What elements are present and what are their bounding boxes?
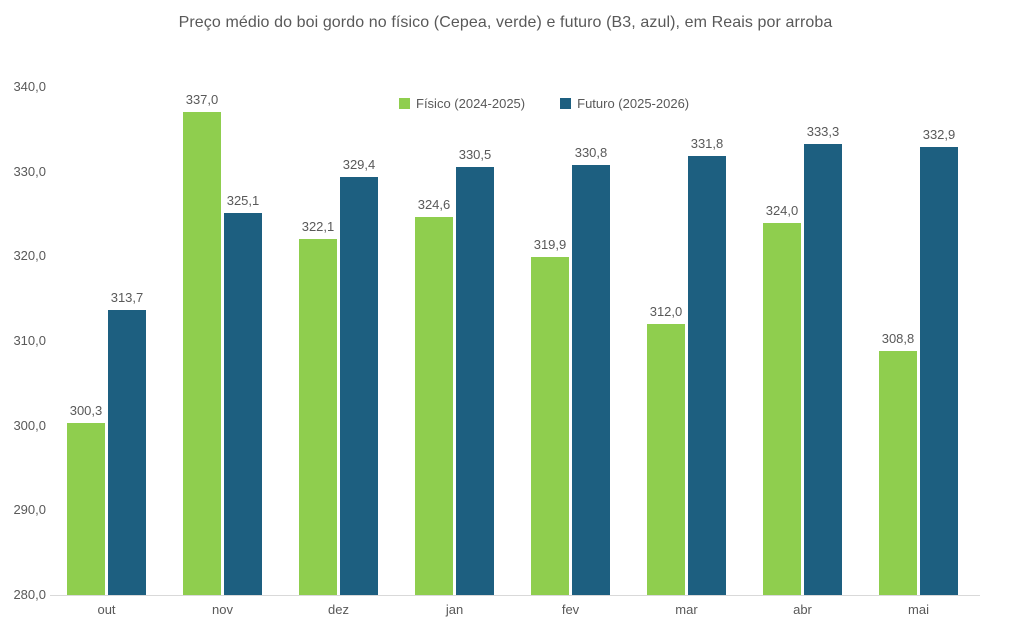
x-axis-category-label-dez: dez [328, 602, 349, 617]
legend: Físico (2024-2025) Futuro (2025-2026) [399, 96, 689, 111]
bar-value-label-fisico-mar: 312,0 [649, 304, 683, 320]
legend-item-fisico: Físico (2024-2025) [399, 96, 525, 111]
bar-value-label-futuro-nov: 325,1 [226, 193, 260, 209]
x-axis-category-label-out: out [97, 602, 116, 617]
legend-swatch-fisico-icon [399, 98, 410, 109]
x-axis-category-label-nov: nov [212, 602, 233, 617]
legend-label-fisico: Físico (2024-2025) [416, 96, 526, 111]
bar-value-label-fisico-mai: 308,8 [881, 331, 915, 347]
bar-futuro-out [108, 309, 146, 595]
x-axis-category-label-mar: mar [675, 602, 698, 617]
bar-value-label-fisico-nov: 337,0 [185, 92, 219, 108]
bar-futuro-jan [456, 167, 494, 595]
bar-fisico-nov [183, 112, 221, 595]
bar-fisico-fev [531, 257, 569, 595]
chart-title: Preço médio do boi gordo no físico (Cepe… [178, 14, 833, 31]
bar-fisico-dez [299, 238, 337, 595]
y-axis-tick-label: 330,0 [13, 163, 46, 179]
bar-value-label-futuro-abr: 333,3 [806, 123, 840, 139]
plot-area: 300,3 313,7 337,0 325,1 322,1 329,4 324,6 330,5… [50, 87, 980, 596]
bar-value-label-futuro-mai: 332,9 [922, 127, 956, 143]
bar-fisico-mar [647, 324, 685, 595]
y-axis-tick-label: 310,0 [13, 333, 46, 348]
bar-value-label-futuro-out: 313,7 [110, 289, 144, 305]
bar-futuro-mai [920, 147, 958, 595]
bar-value-label-futuro-dez: 329,4 [342, 156, 376, 172]
x-axis-category-label-fev: fev [561, 602, 580, 617]
bar-value-label-fisico-out: 300,3 [69, 403, 103, 419]
bar-futuro-abr [804, 143, 842, 595]
y-axis-tick-label: 290,0 [13, 502, 46, 518]
bar-futuro-mar [688, 156, 726, 595]
bar-value-label-fisico-fev: 319,9 [533, 237, 567, 253]
bar-futuro-dez [340, 176, 378, 595]
bar-fisico-jan [415, 217, 453, 595]
bar-value-label-futuro-mar: 331,8 [690, 136, 724, 152]
legend-swatch-futuro-icon [560, 98, 572, 109]
legend-item-futuro: Futuro (2025-2026) [560, 96, 689, 111]
y-axis-tick-label: 340,0 [13, 79, 46, 94]
bar-value-label-fisico-dez: 322,1 [301, 218, 335, 234]
x-axis-category-label-mai: mai [908, 602, 929, 617]
bar-futuro-nov [224, 213, 262, 595]
bar-value-label-fisico-jan: 324,6 [417, 197, 451, 213]
y-axis-tick-label: 320,0 [13, 248, 46, 264]
bar-value-label-futuro-jan: 330,5 [458, 147, 492, 163]
x-axis-category-label-jan: jan [445, 602, 464, 617]
bar-fisico-mai [879, 351, 917, 595]
bar-futuro-fev [572, 164, 610, 595]
bar-fisico-out [67, 423, 105, 595]
x-axis-category-label-abr: abr [793, 602, 812, 617]
legend-label-futuro: Futuro (2025-2026) [577, 96, 690, 111]
y-axis-tick-label: 280,0 [13, 587, 46, 602]
bar-fisico-abr [763, 222, 801, 595]
y-axis-tick-label: 300,0 [13, 417, 46, 433]
bar-value-label-futuro-fev: 330,8 [574, 144, 608, 160]
bar-value-label-fisico-abr: 324,0 [765, 202, 799, 218]
